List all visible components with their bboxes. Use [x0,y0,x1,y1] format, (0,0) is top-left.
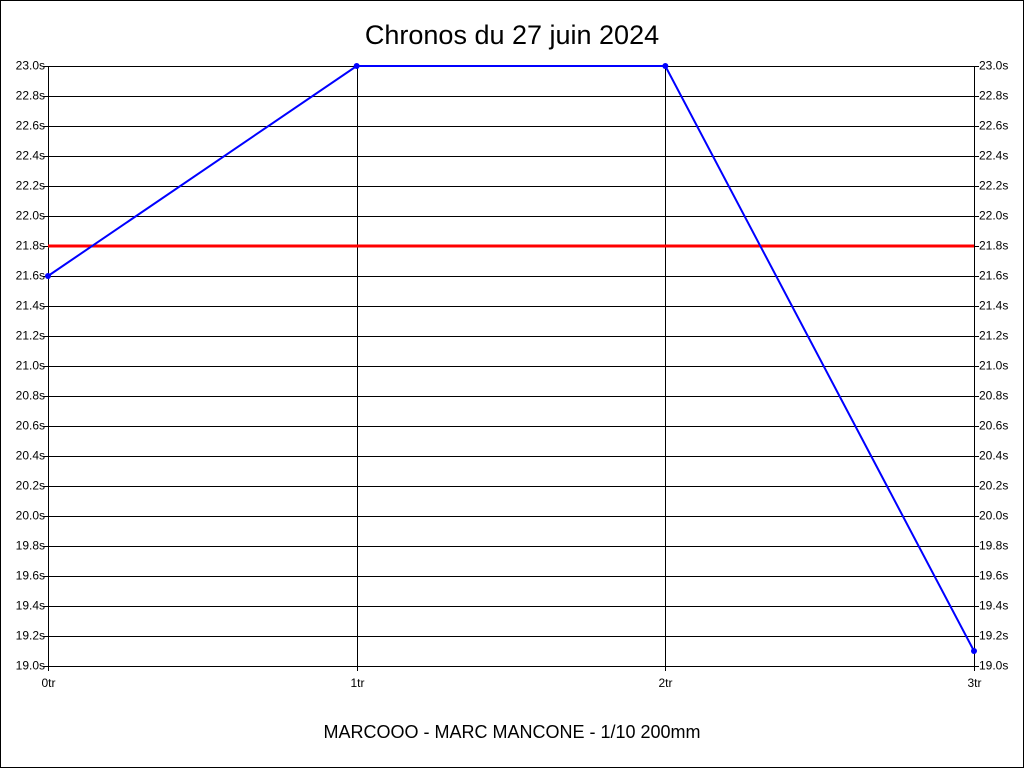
y2-tick-label: 19.6s [979,569,1008,583]
y-tick-label: 21.6s [16,269,45,283]
y-tick-label: 22.4s [16,149,45,163]
y-tick-label: 19.0s [16,659,45,673]
y-tick-label: 20.0s [16,509,45,523]
y2-tick-label: 21.8s [979,239,1008,253]
y-tick-label: 22.0s [16,209,45,223]
y2-tick-label: 22.2s [979,179,1008,193]
x-axis-label: MARCOOO - MARC MANCONE - 1/10 200mm [323,722,700,742]
x-tick-label: 2tr [658,676,672,690]
x-tick-label: 0tr [41,676,55,690]
y2-tick-label: 19.0s [979,659,1008,673]
y2-tick-label: 20.6s [979,419,1008,433]
y2-tick-label: 21.4s [979,299,1008,313]
y2-tick-label: 22.6s [979,119,1008,133]
y-tick-label: 23.0s [16,59,45,73]
y-tick-label: 22.2s [16,179,45,193]
y2-tick-label: 21.0s [979,359,1008,373]
y2-tick-label: 22.8s [979,89,1008,103]
y2-tick-label: 21.2s [979,329,1008,343]
y2-tick-label: 19.4s [979,599,1008,613]
y-tick-label: 20.4s [16,449,45,463]
chart-title: Chronos du 27 juin 2024 [365,20,659,50]
data-point [662,63,669,69]
y2-tick-label: 20.0s [979,509,1008,523]
y-tick-label: 20.8s [16,389,45,403]
y-tick-label: 21.0s [16,359,45,373]
y-tick-label: 21.4s [16,299,45,313]
x-tick-label: 3tr [967,676,981,690]
y-tick-label: 22.6s [16,119,45,133]
data-line [47,65,975,652]
data-point [45,273,51,279]
y-tick-label: 21.2s [16,329,45,343]
y2-tick-label: 21.6s [979,269,1008,283]
y-tick-label: 20.2s [16,479,45,493]
y-tick-label: 19.6s [16,569,45,583]
y-tick-label: 19.2s [16,629,45,643]
y2-tick-label: 23.0s [979,59,1008,73]
y2-tick-label: 20.8s [979,389,1008,403]
y2-tick-label: 20.4s [979,449,1008,463]
y2-tick-label: 22.4s [979,149,1008,163]
y-tick-label: 21.8s [16,239,45,253]
y2-tick-label: 20.2s [979,479,1008,493]
x-tick-label: 1tr [350,676,364,690]
y-tick-label: 22.8s [16,89,45,103]
y-tick-label: 20.6s [16,419,45,433]
y2-tick-label: 22.0s [979,209,1008,223]
data-point [353,63,360,69]
y2-tick-label: 19.8s [979,539,1008,553]
y-tick-label: 19.8s [16,539,45,553]
y-tick-label: 19.4s [16,599,45,613]
y2-tick-label: 19.2s [979,629,1008,643]
data-point [971,648,977,654]
